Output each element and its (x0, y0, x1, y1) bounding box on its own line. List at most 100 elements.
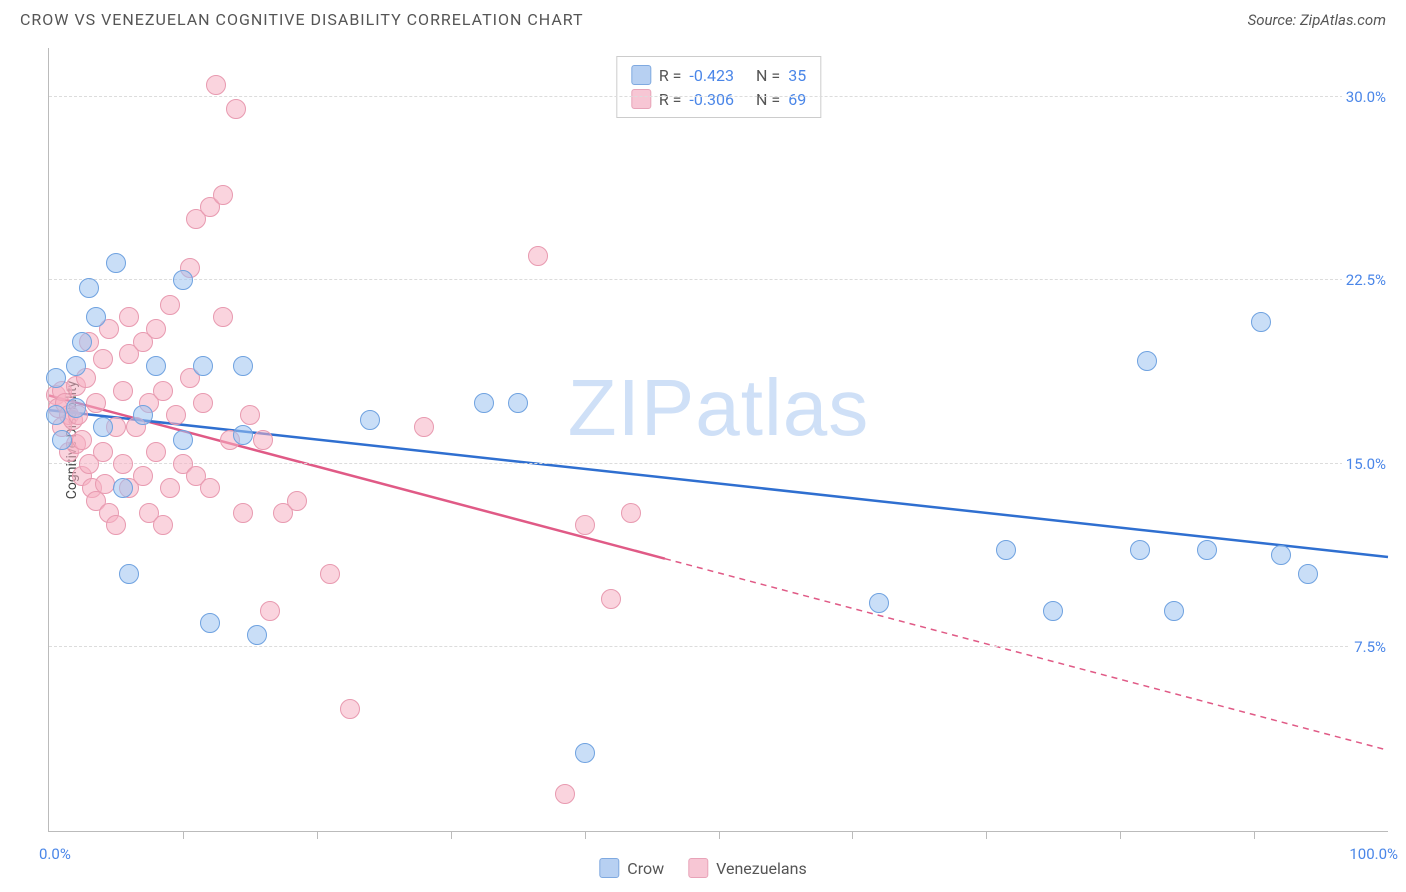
scatter-point-series2 (206, 75, 226, 95)
legend-item: Crow (599, 858, 664, 878)
scatter-point-series1 (193, 356, 213, 376)
x-tick (317, 831, 318, 839)
scatter-point-series2 (253, 430, 273, 450)
scatter-point-series2 (621, 503, 641, 523)
gridline (49, 279, 1388, 280)
scatter-point-series1 (474, 393, 494, 413)
scatter-point-series1 (1298, 564, 1318, 584)
scatter-point-series2 (86, 393, 106, 413)
scatter-point-series1 (1251, 312, 1271, 332)
bottom-legend: Crow Venezuelans (599, 858, 806, 878)
gridline (49, 96, 1388, 97)
scatter-point-series1 (996, 540, 1016, 560)
chart-source: Source: ZipAtlas.com (1248, 11, 1386, 29)
scatter-point-series1 (119, 564, 139, 584)
scatter-point-series1 (1271, 545, 1291, 565)
scatter-point-series1 (233, 356, 253, 376)
stats-legend-box: R = -0.423N = 35R = -0.306N = 69 (616, 56, 821, 118)
gridline (49, 646, 1388, 647)
x-tick (1120, 831, 1121, 839)
scatter-point-series1 (1137, 351, 1157, 371)
scatter-point-series2 (575, 515, 595, 535)
scatter-point-series1 (1164, 601, 1184, 621)
scatter-point-series2 (528, 246, 548, 266)
x-tick (1254, 831, 1255, 839)
scatter-point-series1 (200, 613, 220, 633)
y-tick-label: 7.5% (1350, 638, 1390, 656)
scatter-point-series1 (1197, 540, 1217, 560)
scatter-point-series1 (360, 410, 380, 430)
scatter-point-series1 (46, 368, 66, 388)
scatter-point-series1 (133, 405, 153, 425)
scatter-point-series2 (113, 454, 133, 474)
scatter-point-series1 (66, 398, 86, 418)
legend-label: Crow (627, 859, 664, 878)
scatter-point-series1 (173, 430, 193, 450)
watermark: ZIPatlas (568, 362, 869, 454)
scatter-point-series2 (160, 478, 180, 498)
chart-plot-area: Cognitive Disability ZIPatlas R = -0.423… (48, 48, 1388, 832)
scatter-point-series1 (72, 332, 92, 352)
x-axis-max-label: 100.0% (1349, 845, 1398, 863)
scatter-point-series2 (113, 381, 133, 401)
scatter-point-series2 (153, 381, 173, 401)
stats-row: R = -0.306N = 69 (631, 87, 806, 111)
legend-swatch (688, 858, 708, 878)
scatter-point-series2 (320, 564, 340, 584)
x-tick (719, 831, 720, 839)
scatter-point-series2 (119, 307, 139, 327)
scatter-point-series1 (146, 356, 166, 376)
scatter-point-series1 (52, 430, 72, 450)
gridline (49, 463, 1388, 464)
scatter-point-series2 (226, 99, 246, 119)
scatter-point-series2 (601, 589, 621, 609)
x-tick (183, 831, 184, 839)
scatter-point-series2 (160, 295, 180, 315)
x-axis-min-label: 0.0% (39, 845, 71, 863)
scatter-point-series2 (106, 515, 126, 535)
y-tick-label: 22.5% (1342, 271, 1390, 289)
scatter-point-series2 (213, 307, 233, 327)
scatter-point-series1 (93, 417, 113, 437)
scatter-point-series1 (1043, 601, 1063, 621)
scatter-point-series2 (146, 442, 166, 462)
scatter-point-series1 (869, 593, 889, 613)
scatter-point-series1 (86, 307, 106, 327)
scatter-point-series2 (213, 185, 233, 205)
scatter-point-series1 (113, 478, 133, 498)
x-tick (585, 831, 586, 839)
scatter-point-series1 (66, 356, 86, 376)
scatter-point-series2 (193, 393, 213, 413)
legend-swatch (631, 89, 651, 109)
scatter-point-series2 (260, 601, 280, 621)
x-tick (986, 831, 987, 839)
x-tick (451, 831, 452, 839)
scatter-point-series2 (555, 784, 575, 804)
scatter-point-series1 (233, 425, 253, 445)
scatter-point-series1 (508, 393, 528, 413)
scatter-point-series2 (287, 491, 307, 511)
y-tick-label: 15.0% (1342, 455, 1390, 473)
chart-title: CROW VS VENEZUELAN COGNITIVE DISABILITY … (20, 10, 584, 29)
scatter-point-series2 (200, 478, 220, 498)
scatter-point-series1 (247, 625, 267, 645)
scatter-point-series2 (72, 430, 92, 450)
scatter-point-series1 (173, 270, 193, 290)
scatter-point-series2 (240, 405, 260, 425)
scatter-point-series2 (153, 515, 173, 535)
y-tick-label: 30.0% (1342, 88, 1390, 106)
scatter-point-series2 (233, 503, 253, 523)
scatter-point-series2 (166, 405, 186, 425)
scatter-point-series1 (575, 743, 595, 763)
stats-row: R = -0.423N = 35 (631, 63, 806, 87)
scatter-point-series2 (93, 349, 113, 369)
scatter-point-series2 (93, 442, 113, 462)
chart-header: CROW VS VENEZUELAN COGNITIVE DISABILITY … (0, 0, 1406, 29)
legend-swatch (631, 65, 651, 85)
legend-label: Venezuelans (716, 859, 807, 878)
scatter-point-series1 (106, 253, 126, 273)
legend-swatch (599, 858, 619, 878)
scatter-point-series2 (146, 319, 166, 339)
scatter-point-series2 (340, 699, 360, 719)
scatter-point-series2 (414, 417, 434, 437)
